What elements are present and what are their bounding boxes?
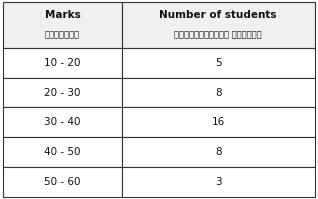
Bar	[3, 78, 121, 107]
Text: 8: 8	[215, 88, 222, 98]
Text: 8: 8	[215, 147, 222, 157]
Bar	[121, 137, 315, 167]
Bar	[3, 107, 121, 137]
Text: 16: 16	[211, 117, 225, 127]
Bar	[121, 78, 315, 107]
Bar	[3, 167, 121, 197]
Bar	[121, 107, 315, 137]
Bar	[121, 48, 315, 78]
Text: 50 - 60: 50 - 60	[44, 177, 81, 187]
Text: 40 - 50: 40 - 50	[44, 147, 81, 157]
Text: കുട്ടികളുടെ എണ്ണ്ം: കുട്ടികളുടെ എണ്ണ്ം	[174, 30, 262, 39]
Text: 5: 5	[215, 58, 222, 68]
Text: Number of students: Number of students	[159, 10, 277, 20]
Bar	[3, 2, 121, 48]
Bar	[121, 167, 315, 197]
Bar	[3, 137, 121, 167]
Text: 20 - 30: 20 - 30	[44, 88, 81, 98]
Text: 10 - 20: 10 - 20	[44, 58, 81, 68]
Bar	[3, 48, 121, 78]
Bar	[121, 2, 315, 48]
Text: Marks: Marks	[45, 10, 80, 20]
Text: 30 - 40: 30 - 40	[44, 117, 81, 127]
Text: മാർക്ക്: മാർക്ക്	[45, 30, 80, 39]
Text: 3: 3	[215, 177, 222, 187]
